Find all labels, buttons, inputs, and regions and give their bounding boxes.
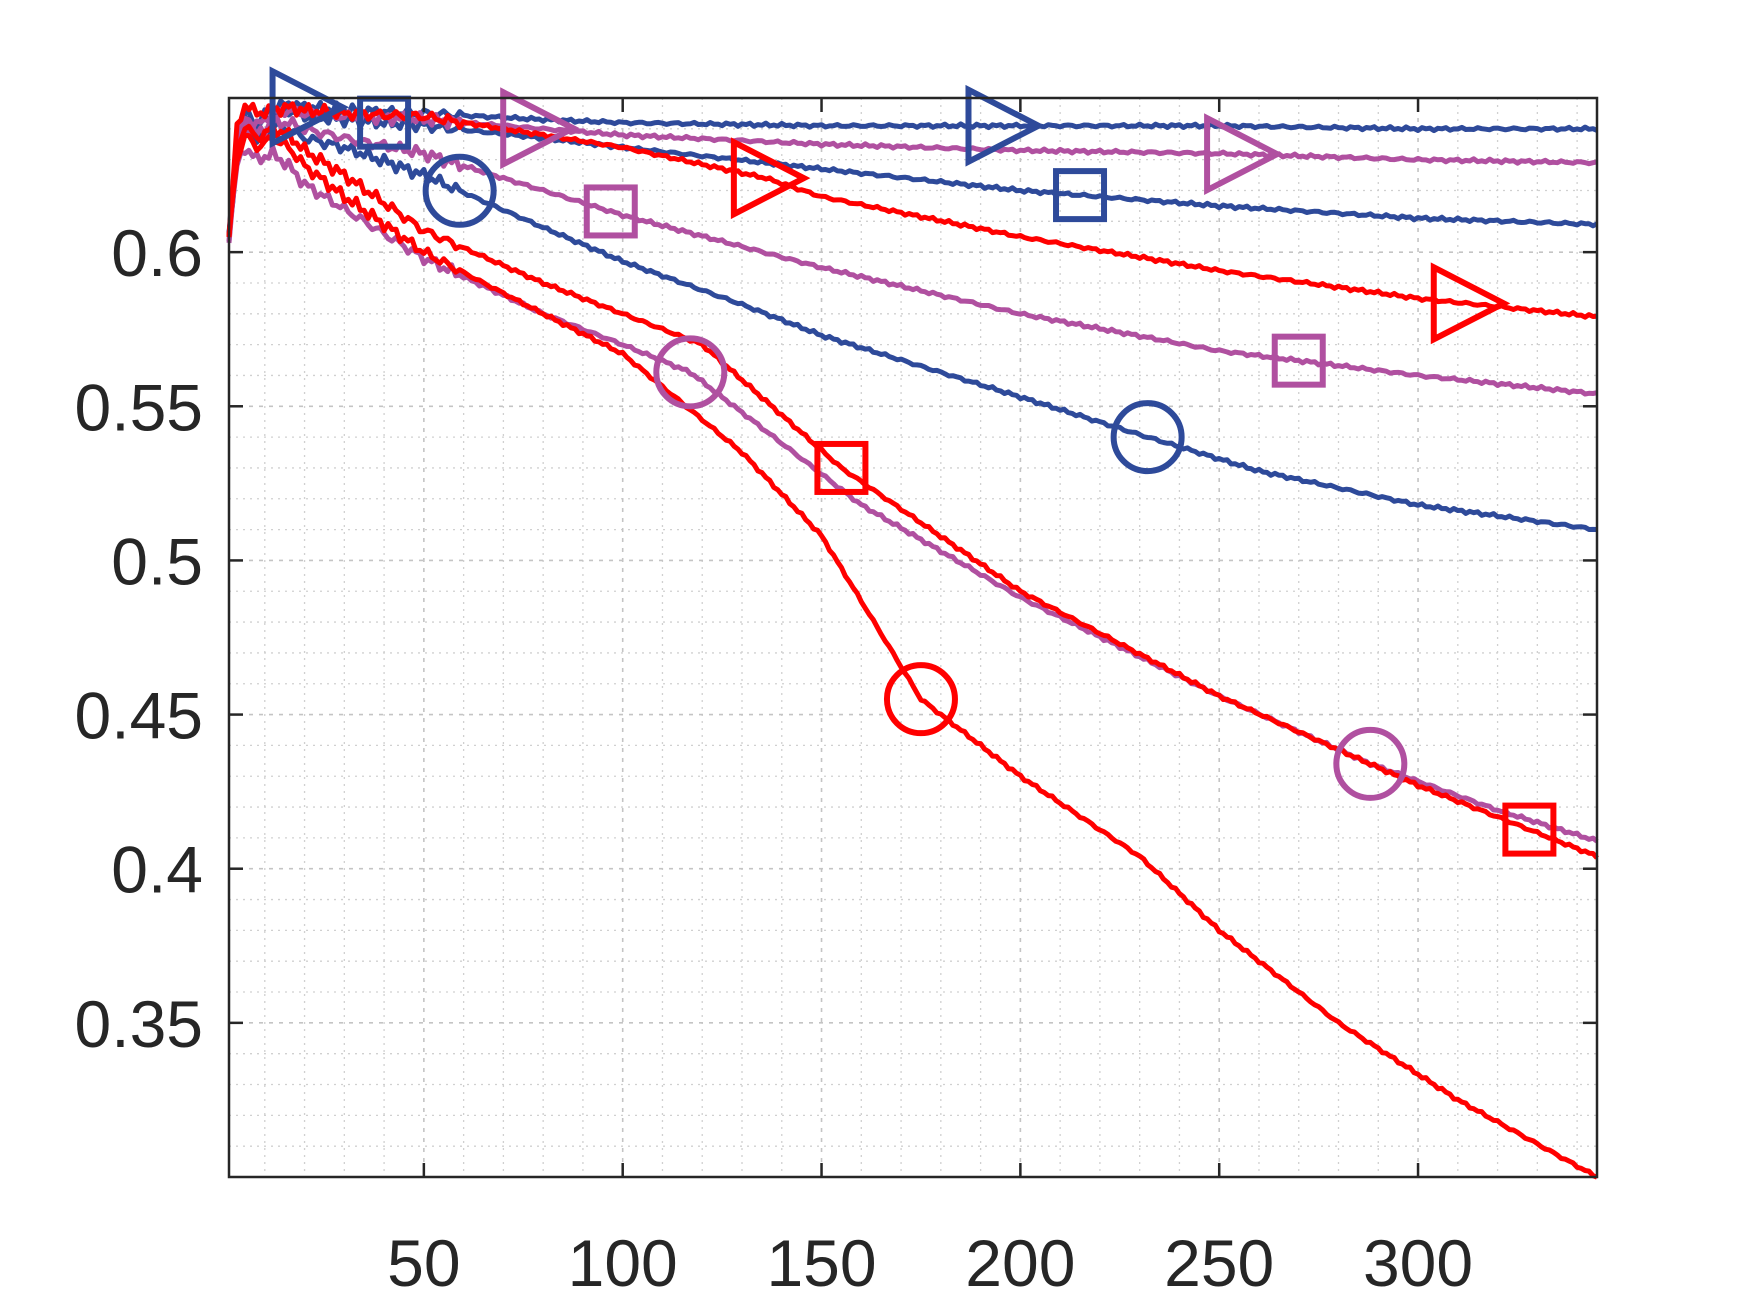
marker-triangle-right-series-1: [965, 84, 1046, 167]
marker-circle-series-3: [1110, 400, 1185, 475]
series-line-5: [226, 114, 1598, 397]
marker-square-series-5: [583, 184, 638, 239]
series-markers: [269, 66, 1557, 857]
series-lines: [226, 98, 1599, 1180]
marker-circle-series-3: [422, 153, 497, 228]
y-tick-label: 0.35: [75, 987, 203, 1061]
major-grid: [229, 98, 1597, 1177]
marker-square-series-2: [1053, 168, 1108, 223]
series-line-7: [226, 101, 1598, 320]
marker-circle-series-6: [653, 335, 728, 410]
x-tick-label: 200: [965, 1226, 1075, 1300]
x-tick-label: 150: [766, 1226, 876, 1300]
x-tick-label: 250: [1164, 1226, 1274, 1300]
marker-triangle-right-series-7: [730, 137, 811, 220]
marker-circle-series-9: [883, 662, 958, 737]
marker-circle-series-6: [1333, 726, 1408, 801]
tick-marks: [229, 98, 1597, 1177]
x-tick-label: 300: [1363, 1226, 1473, 1300]
marker-triangle-right-series-4: [1204, 113, 1284, 196]
series-line-9: [226, 132, 1598, 1180]
series-line-8: [226, 123, 1599, 860]
plot-frame: [227, 96, 1599, 1179]
series-layer: [226, 66, 1599, 1180]
y-tick-label: 0.4: [111, 833, 203, 907]
marker-triangle-right-series-1: [269, 66, 350, 149]
x-axis-tick-labels: 50 100 150 200 250 300: [387, 1226, 1473, 1300]
series-line-1: [226, 98, 1598, 234]
y-tick-label: 0.6: [111, 216, 203, 290]
marker-square-series-8: [1502, 802, 1557, 857]
marker-square-series-5: [1271, 333, 1326, 388]
marker-triangle-right-series-4: [500, 87, 580, 170]
x-tick-label: 50: [387, 1226, 460, 1300]
minor-grid: [229, 98, 1597, 1177]
marker-square-series-8: [814, 440, 869, 495]
y-axis-tick-labels: 0.35 0.4 0.45 0.5 0.55 0.6: [75, 216, 203, 1061]
y-tick-label: 0.55: [75, 370, 203, 444]
y-tick-label: 0.45: [75, 679, 203, 753]
x-tick-label: 100: [568, 1226, 678, 1300]
series-line-3: [226, 121, 1598, 532]
marker-triangle-right-series-7: [1430, 262, 1511, 345]
y-tick-label: 0.5: [111, 524, 203, 598]
